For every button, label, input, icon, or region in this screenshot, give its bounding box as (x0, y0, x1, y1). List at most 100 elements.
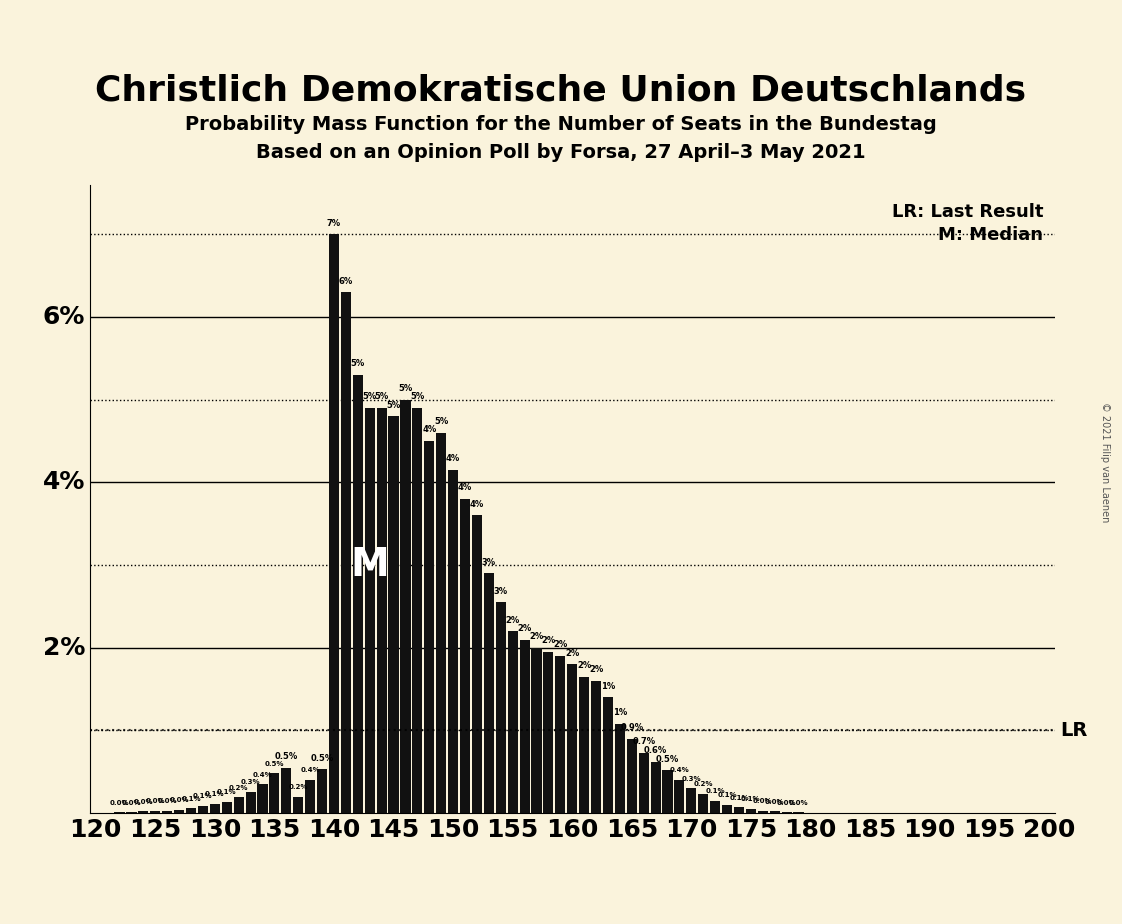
Text: 1%: 1% (613, 708, 627, 717)
Bar (770, 811, 780, 813)
Bar (412, 408, 422, 813)
Bar (532, 648, 542, 813)
Text: 4%: 4% (445, 455, 460, 464)
Bar (496, 602, 506, 813)
Text: 0.3%: 0.3% (681, 776, 701, 782)
Text: 2%: 2% (43, 636, 85, 660)
Text: 0.7%: 0.7% (632, 737, 655, 747)
Text: 0.1%: 0.1% (742, 796, 761, 802)
Bar (293, 796, 303, 813)
Text: 4%: 4% (422, 425, 436, 434)
Text: 6%: 6% (43, 305, 85, 329)
Text: 0.0%: 0.0% (121, 799, 141, 806)
Text: 5%: 5% (362, 393, 377, 401)
Text: 0.5%: 0.5% (656, 755, 679, 763)
Text: 0.1%: 0.1% (193, 793, 213, 799)
Bar (186, 808, 196, 813)
Bar (222, 801, 232, 813)
Text: 0.1%: 0.1% (717, 792, 737, 798)
Text: 0.2%: 0.2% (288, 784, 307, 790)
Bar (615, 723, 625, 813)
Bar (233, 797, 243, 813)
Bar (519, 639, 530, 813)
Bar (269, 773, 279, 813)
Bar (746, 809, 756, 813)
Text: 0.5%: 0.5% (275, 752, 298, 761)
Text: 5%: 5% (351, 359, 365, 369)
Bar (591, 681, 601, 813)
Text: 0.2%: 0.2% (229, 784, 248, 791)
Bar (197, 806, 208, 813)
Bar (567, 664, 578, 813)
Text: 4%: 4% (43, 470, 85, 494)
Bar (388, 417, 398, 813)
Bar (543, 652, 553, 813)
Bar (365, 408, 375, 813)
Bar (341, 292, 351, 813)
Bar (424, 441, 434, 813)
Bar (662, 770, 672, 813)
Text: 0.1%: 0.1% (205, 792, 224, 797)
Bar (282, 768, 292, 813)
Text: 2%: 2% (553, 640, 568, 650)
Text: 0.5%: 0.5% (311, 754, 333, 762)
Bar (484, 574, 494, 813)
Text: 3%: 3% (494, 587, 508, 596)
Bar (150, 810, 160, 813)
Text: 2%: 2% (589, 665, 604, 675)
Bar (162, 810, 173, 813)
Text: 6%: 6% (339, 276, 353, 286)
Bar (579, 676, 589, 813)
Bar (710, 801, 720, 813)
Text: 0.3%: 0.3% (241, 779, 260, 785)
Bar (448, 470, 458, 813)
Bar (555, 656, 565, 813)
Text: 2%: 2% (517, 624, 532, 633)
Text: 0.0%: 0.0% (157, 798, 177, 804)
Bar (723, 805, 733, 813)
Bar (698, 794, 708, 813)
Bar (638, 753, 649, 813)
Text: 0.0%: 0.0% (169, 797, 188, 803)
Text: 2%: 2% (565, 649, 579, 658)
Text: © 2021 Filip van Laenen: © 2021 Filip van Laenen (1101, 402, 1110, 522)
Bar (472, 516, 482, 813)
Text: 0.0%: 0.0% (110, 799, 129, 806)
Text: 5%: 5% (411, 393, 424, 401)
Text: Probability Mass Function for the Number of Seats in the Bundestag: Probability Mass Function for the Number… (185, 116, 937, 135)
Text: Based on an Opinion Poll by Forsa, 27 April–3 May 2021: Based on an Opinion Poll by Forsa, 27 Ap… (256, 143, 866, 163)
Text: M: M (350, 546, 389, 584)
Text: 7%: 7% (327, 219, 341, 228)
Bar (757, 810, 767, 813)
Text: 4%: 4% (470, 500, 484, 509)
Bar (377, 408, 387, 813)
Bar (210, 804, 220, 813)
Text: 0.1%: 0.1% (706, 788, 725, 794)
Text: 2%: 2% (506, 615, 519, 625)
Text: 0.0%: 0.0% (753, 798, 773, 804)
Text: 0.4%: 0.4% (670, 768, 689, 773)
Text: Christlich Demokratische Union Deutschlands: Christlich Demokratische Union Deutschla… (95, 74, 1027, 108)
Text: LR: Last Result: LR: Last Result (892, 203, 1043, 221)
Bar (257, 784, 267, 813)
Bar (352, 375, 362, 813)
Bar (305, 780, 315, 813)
Bar (246, 792, 256, 813)
Text: 0.6%: 0.6% (644, 747, 668, 755)
Bar (174, 809, 184, 813)
Text: 0.1%: 0.1% (217, 789, 237, 795)
Text: 1%: 1% (601, 682, 615, 691)
Text: 2%: 2% (541, 637, 555, 645)
Text: M: Median: M: Median (938, 226, 1043, 244)
Bar (329, 235, 339, 813)
Bar (674, 780, 684, 813)
Bar (651, 762, 661, 813)
Text: 0.5%: 0.5% (265, 760, 284, 767)
Bar (318, 770, 328, 813)
Text: LR: LR (1060, 721, 1088, 740)
Text: 0.4%: 0.4% (301, 768, 320, 773)
Text: 0.0%: 0.0% (134, 799, 154, 805)
Text: 4%: 4% (458, 483, 472, 492)
Text: 5%: 5% (386, 401, 401, 409)
Text: 0.2%: 0.2% (693, 782, 712, 787)
